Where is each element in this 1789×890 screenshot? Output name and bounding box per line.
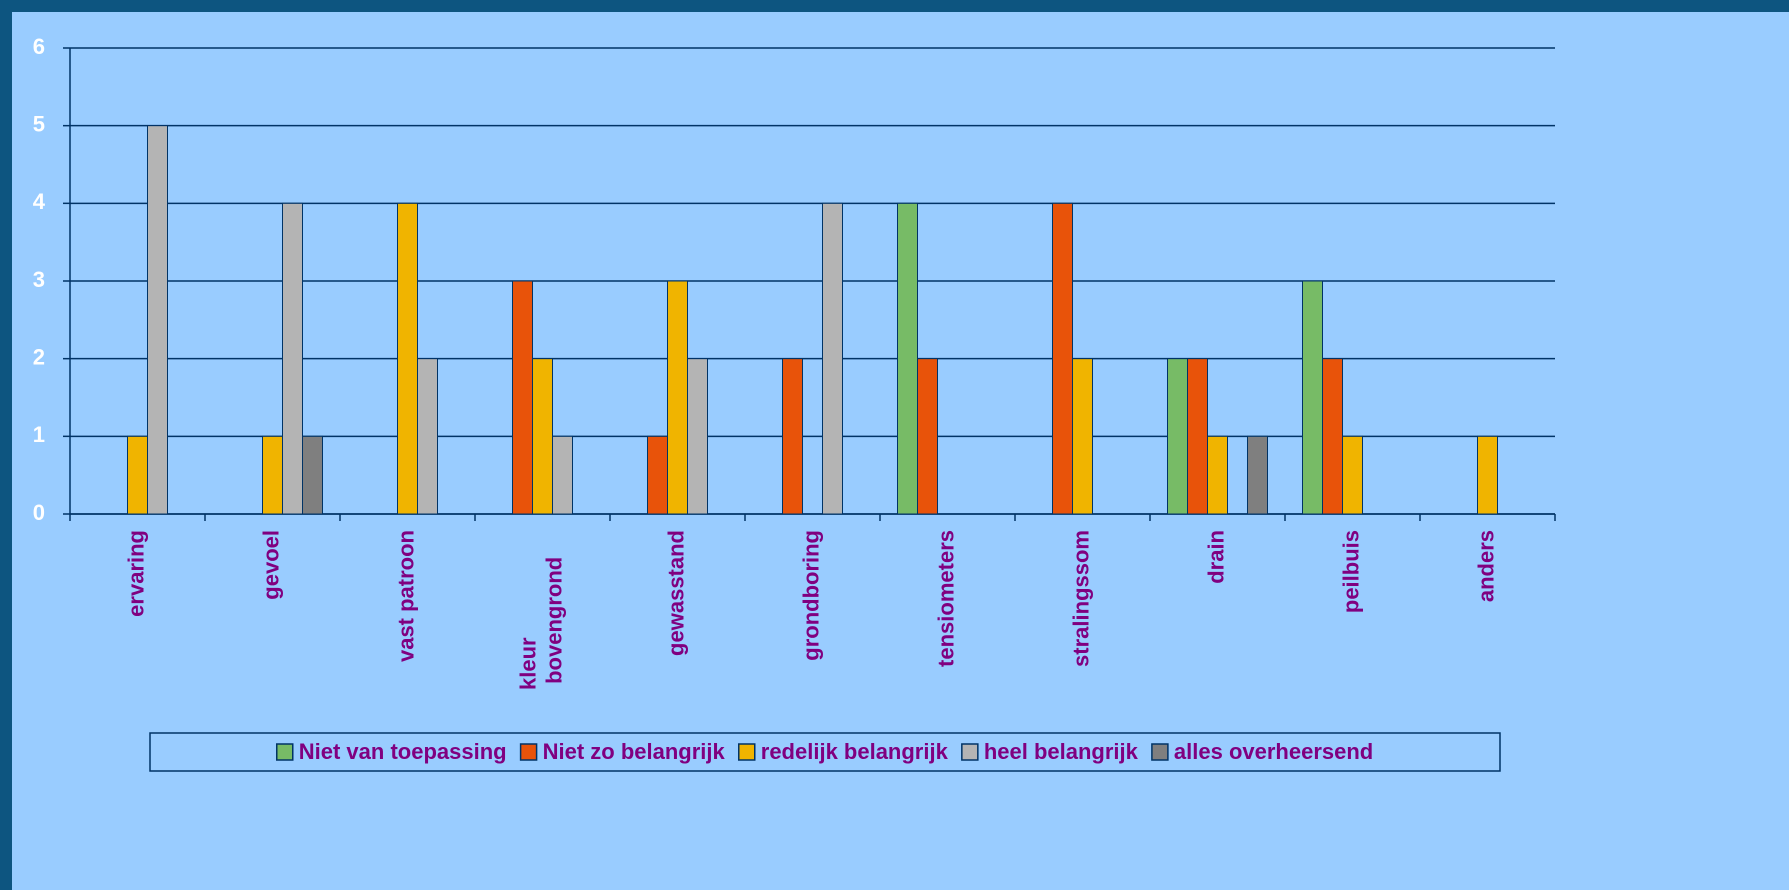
bar — [1302, 280, 1323, 515]
x-tick-label: tensiometers — [933, 530, 958, 667]
legend-item: heel belangrijk — [961, 739, 1139, 764]
bar — [302, 435, 323, 515]
y-tick-label: 3 — [33, 267, 45, 292]
legend-swatch — [961, 743, 979, 761]
legend-label: redelijk belangrijk — [761, 739, 949, 764]
bar — [1167, 358, 1188, 515]
bar — [1052, 202, 1073, 515]
bar — [1187, 358, 1208, 515]
x-tick-label: kleur bovengrond — [515, 557, 566, 690]
legend-label: Niet van toepassing — [299, 739, 507, 764]
legend-box — [149, 732, 1501, 772]
legend-swatch — [519, 743, 538, 761]
bar — [552, 435, 573, 515]
bar — [1072, 358, 1093, 515]
bar — [917, 358, 938, 515]
legend-item: Niet zo belangrijk — [519, 739, 726, 764]
bar — [897, 202, 918, 515]
bar — [397, 202, 418, 515]
x-tick-label: drain — [1203, 530, 1228, 584]
legend-label: Niet zo belangrijk — [543, 739, 726, 764]
y-tick-label: 5 — [33, 111, 45, 136]
bar — [1342, 435, 1363, 515]
x-tick-label: ervaring — [123, 530, 148, 617]
bar — [262, 435, 283, 515]
bar — [512, 280, 533, 515]
bar — [687, 358, 708, 515]
y-tick-label: 4 — [33, 189, 46, 214]
x-tick-label: gewasstand — [663, 530, 688, 656]
legend-label: alles overheersend — [1174, 739, 1373, 764]
bar — [822, 202, 843, 515]
bar — [417, 358, 438, 515]
bar — [532, 358, 553, 515]
y-tick-label: 0 — [33, 500, 45, 525]
x-tick-label: anders — [1473, 530, 1498, 602]
legend-swatch — [276, 743, 294, 761]
y-tick-label: 1 — [33, 422, 45, 447]
legend-item: redelijk belangrijk — [738, 739, 949, 764]
x-tick-label: stralingssom — [1068, 530, 1093, 667]
bar — [782, 358, 803, 515]
bar — [1322, 358, 1343, 515]
bar — [282, 202, 303, 515]
bar — [1207, 435, 1228, 515]
legend-item: alles overheersend — [1151, 739, 1373, 764]
bar — [667, 280, 688, 515]
bar — [1247, 435, 1268, 515]
x-tick-label: peilbuis — [1338, 530, 1363, 613]
x-tick-label: grondboring — [798, 530, 823, 661]
legend-item: Niet van toepassing — [276, 739, 507, 764]
bar — [647, 435, 668, 515]
bar — [127, 435, 148, 515]
legend-swatch — [738, 743, 756, 761]
y-tick-label: 6 — [33, 34, 45, 59]
x-tick-label: vast patroon — [393, 530, 418, 662]
bar — [1477, 435, 1498, 515]
x-tick-label: gevoel — [258, 530, 283, 600]
bar — [147, 125, 168, 515]
y-tick-label: 2 — [33, 344, 45, 369]
legend-label: heel belangrijk — [984, 739, 1139, 764]
legend-swatch — [1151, 743, 1169, 761]
